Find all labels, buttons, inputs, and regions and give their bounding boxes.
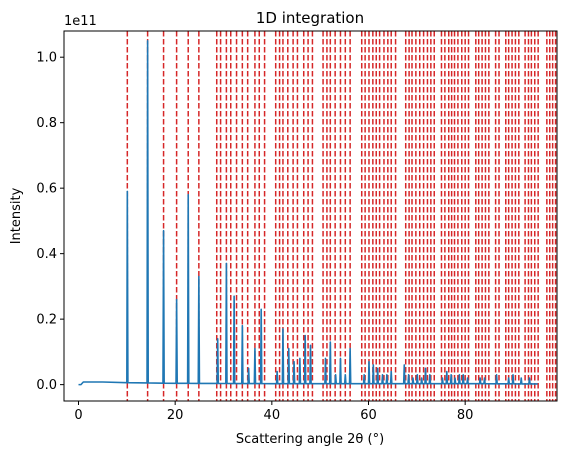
y-tick-label: 0.2	[36, 313, 57, 328]
y-tick-label: 0.4	[36, 247, 57, 262]
reference-lines	[126, 31, 557, 401]
x-tick-label: 20	[167, 408, 184, 423]
x-tick-label: 80	[457, 408, 474, 423]
chart-title: 1D integration	[256, 9, 364, 27]
x-tick-label: 0	[74, 408, 82, 423]
y-offset-label: 1e11	[64, 14, 97, 29]
series-line	[78, 40, 538, 386]
series-layer	[78, 40, 538, 386]
plot-frame	[63, 30, 558, 402]
x-tick-label: 40	[264, 408, 281, 423]
y-tick-label: 0.8	[36, 116, 57, 131]
y-axis: 0.0 0.2 0.4 0.6 0.8 1.0	[36, 51, 64, 393]
y-axis-label: Intensity	[9, 187, 24, 244]
x-axis: 0 20 40 60 80	[74, 401, 473, 423]
y-tick-label: 0.6	[36, 182, 57, 197]
x-tick-label: 60	[360, 408, 377, 423]
x-axis-label: Scattering angle 2θ (°)	[236, 432, 384, 447]
y-tick-label: 0.0	[36, 378, 57, 393]
y-tick-label: 1.0	[36, 51, 57, 66]
